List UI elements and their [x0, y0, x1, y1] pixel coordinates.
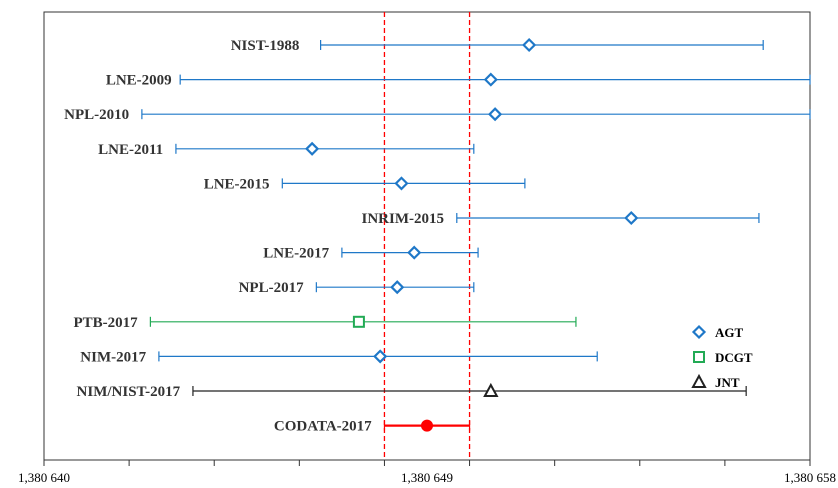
legend-marker	[691, 373, 707, 388]
point-label: NIST-1988	[231, 38, 300, 54]
reference-band	[383, 12, 471, 460]
data-point	[305, 141, 320, 156]
data-row: INRIM-2015	[362, 210, 760, 227]
point-label: LNE-2011	[98, 142, 163, 158]
data-point	[352, 315, 365, 328]
legend-label: JNT	[715, 375, 740, 390]
legend-marker	[693, 351, 705, 363]
data-row: LNE-2017	[263, 245, 479, 262]
x-axis: 1,380 640 1,380 649 1,380 658	[18, 460, 836, 485]
data-row: NIST-1988	[231, 37, 764, 54]
data-row: NPL-2010	[64, 107, 811, 123]
legend-item: DCGT	[693, 350, 753, 365]
point-label: NIM/NIST-2017	[77, 384, 181, 400]
data-rows: NIST-1988 LNE-2009 NPL-2010 LNE-2011 LNE-201…	[64, 37, 811, 435]
x-tick-label: 1,380 640	[18, 470, 70, 485]
x-tick-label: 1,380 649	[401, 470, 453, 485]
legend: AGT DCGT JNT	[691, 324, 753, 390]
data-point	[394, 176, 409, 191]
data-point	[624, 210, 639, 226]
data-row: LNE-2015	[204, 176, 526, 192]
data-point	[483, 382, 499, 397]
point-label: LNE-2009	[106, 73, 172, 89]
data-point	[390, 280, 405, 295]
legend-label: DCGT	[715, 350, 753, 365]
data-point	[407, 245, 422, 260]
point-label: INRIM-2015	[362, 211, 445, 227]
point-label: LNE-2017	[263, 246, 329, 262]
legend-marker	[691, 324, 707, 340]
point-label: NPL-2010	[64, 107, 129, 123]
point-label: NIM-2017	[80, 349, 146, 365]
data-row: PTB-2017	[73, 315, 577, 331]
point-label: PTB-2017	[73, 315, 138, 331]
data-point	[421, 419, 433, 432]
legend-item: AGT	[691, 324, 744, 340]
data-row: NIM-2017	[80, 349, 598, 365]
data-row: CODATA-2017	[274, 419, 471, 435]
data-point	[373, 349, 388, 364]
data-point	[488, 107, 503, 122]
data-point	[522, 37, 537, 53]
plot-frame	[43, 11, 811, 461]
data-row: LNE-2009	[106, 72, 811, 89]
data-row: NPL-2017	[239, 280, 475, 296]
data-row: LNE-2011	[98, 141, 475, 158]
data-row: NIM/NIST-2017	[77, 382, 747, 400]
legend-label: AGT	[715, 325, 744, 340]
data-point	[483, 72, 498, 87]
point-label: LNE-2015	[204, 176, 270, 192]
point-label: NPL-2017	[239, 280, 304, 296]
point-label: CODATA-2017	[274, 419, 372, 435]
legend-item: JNT	[691, 373, 740, 390]
x-tick-label: 1,380 658	[784, 470, 836, 485]
